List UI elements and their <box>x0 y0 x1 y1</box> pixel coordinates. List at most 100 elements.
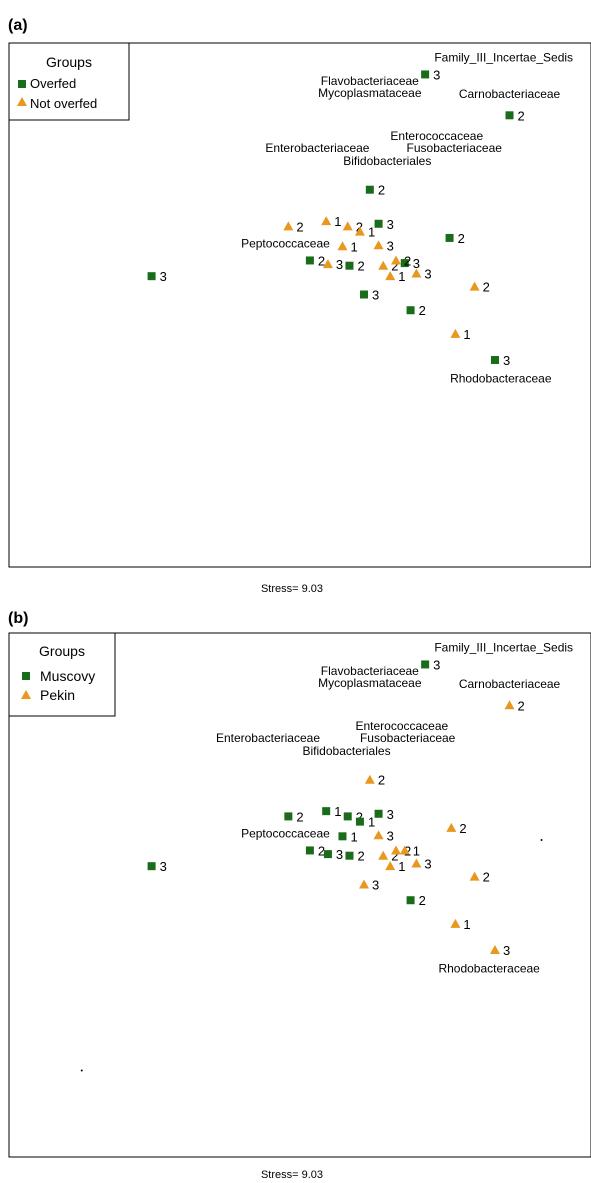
square-point <box>322 807 331 816</box>
square-point <box>421 70 430 79</box>
dot-mark <box>540 838 543 841</box>
square-point <box>345 851 354 860</box>
taxon-annotation: Bifidobacteriales <box>303 744 391 758</box>
taxon-annotation: Rhodobacteraceae <box>450 372 552 386</box>
point-label: 3 <box>372 288 379 303</box>
square-point <box>360 290 369 299</box>
point-label: 2 <box>391 259 398 274</box>
panel-b-legend: Groups Muscovy Pekin <box>8 632 116 717</box>
legend-entry-label: Not overfed <box>30 96 97 111</box>
taxon-annotation: Enterobacteriaceae <box>216 731 320 745</box>
panel-a-marks: Family_III_Incertae_Sedis Flavobacteriace… <box>147 50 573 386</box>
legend-title: Groups <box>39 643 85 659</box>
triangle-point <box>283 221 294 231</box>
triangle-point <box>391 255 402 265</box>
triangle-point <box>469 281 480 291</box>
point-label: 3 <box>160 859 167 874</box>
taxon-annotation: Flavobacteriaceae <box>321 74 419 88</box>
point-label: 2 <box>518 108 525 123</box>
point-label: 2 <box>483 870 490 885</box>
taxon-annotation: Enterobacteriaceae <box>265 141 369 155</box>
point-label: 1 <box>398 269 405 284</box>
square-point <box>374 219 383 228</box>
square-point <box>343 812 352 821</box>
panel-a-frame <box>8 42 591 568</box>
point-label: 1 <box>334 804 341 819</box>
taxon-annotation: Peptococcaceae <box>241 236 330 250</box>
triangle-point <box>446 822 457 832</box>
triangle-point <box>469 871 480 881</box>
taxon-annotation: Enterococcaceae <box>355 719 448 733</box>
taxon-annotation: Mycoplasmataceae <box>318 676 422 690</box>
panel-b: (b) Family_III_Incertae_Sedis Flavobacter… <box>8 610 591 1181</box>
point-label: 1 <box>368 815 375 830</box>
triangle-point <box>373 830 384 840</box>
point-label: 2 <box>296 219 303 234</box>
triangle-point <box>385 271 396 281</box>
panel-b-label: (b) <box>8 610 28 627</box>
point-label: 3 <box>387 238 394 253</box>
square-point <box>147 862 156 871</box>
point-label: 1 <box>398 859 405 874</box>
dot-mark <box>80 1069 83 1072</box>
legend-triangle-marker <box>21 690 31 699</box>
triangle-point <box>385 861 396 871</box>
panel-a: (a) Family_III_Incertae_Sedis Flavobacter… <box>8 17 591 595</box>
triangle-point <box>354 226 365 236</box>
point-label: 3 <box>160 269 167 284</box>
taxon-annotation: Peptococcaceae <box>241 826 330 840</box>
point-label: 2 <box>459 821 466 836</box>
taxon-annotation: Rhodobacteraceae <box>438 962 540 976</box>
taxon-annotation: Carnobacteriaceae <box>459 677 561 691</box>
legend-entry-label: Muscovy <box>40 668 95 684</box>
triangle-point <box>378 260 389 270</box>
legend-square-marker <box>18 80 26 88</box>
taxon-annotation: Fusobacteriaceae <box>360 731 456 745</box>
stress-label: Stress= 9.03 <box>261 1169 323 1181</box>
legend-box <box>8 42 130 121</box>
taxon-annotation: Family_III_Incertae_Sedis <box>434 50 573 64</box>
square-point <box>284 812 293 821</box>
point-label: 2 <box>357 849 364 864</box>
point-label: 2 <box>391 849 398 864</box>
square-point <box>406 896 415 905</box>
triangle-point <box>321 216 332 226</box>
triangle-point <box>337 241 348 251</box>
taxon-annotation: Carnobacteriaceae <box>459 87 561 101</box>
legend-title: Groups <box>46 54 92 70</box>
taxon-annotation: Family_III_Incertae_Sedis <box>434 640 573 654</box>
point-label: 2 <box>378 183 385 198</box>
point-label: 1 <box>463 327 470 342</box>
triangle-point <box>322 259 333 269</box>
point-label: 1 <box>350 239 357 254</box>
point-label: 1 <box>368 225 375 240</box>
square-point <box>400 259 409 268</box>
point-label: 2 <box>356 809 363 824</box>
legend-square-marker <box>22 672 30 680</box>
square-point <box>323 850 332 859</box>
triangle-point <box>411 858 422 868</box>
point-label: 2 <box>318 253 325 268</box>
square-point <box>338 832 347 841</box>
triangle-point <box>364 774 375 784</box>
triangle-point <box>342 221 353 231</box>
panel-a-label: (a) <box>8 17 28 34</box>
point-label: 3 <box>503 943 510 958</box>
triangle-point <box>359 879 370 889</box>
square-point <box>374 809 383 818</box>
point-label: 2 <box>357 259 364 274</box>
point-label: 3 <box>336 257 343 272</box>
taxon-annotation: Enterococcaceae <box>390 129 483 143</box>
triangle-point <box>504 700 515 710</box>
square-point <box>505 111 514 120</box>
legend-entry-label: Overfed <box>30 76 76 91</box>
point-label: 1 <box>350 829 357 844</box>
panel-b-frame <box>8 632 591 1158</box>
taxon-annotation: Fusobacteriaceae <box>407 141 503 155</box>
point-label: 2 <box>404 253 411 268</box>
taxon-annotation: Bifidobacteriales <box>343 154 431 168</box>
point-label: 3 <box>387 217 394 232</box>
point-label: 2 <box>458 231 465 246</box>
point-label: 2 <box>483 280 490 295</box>
